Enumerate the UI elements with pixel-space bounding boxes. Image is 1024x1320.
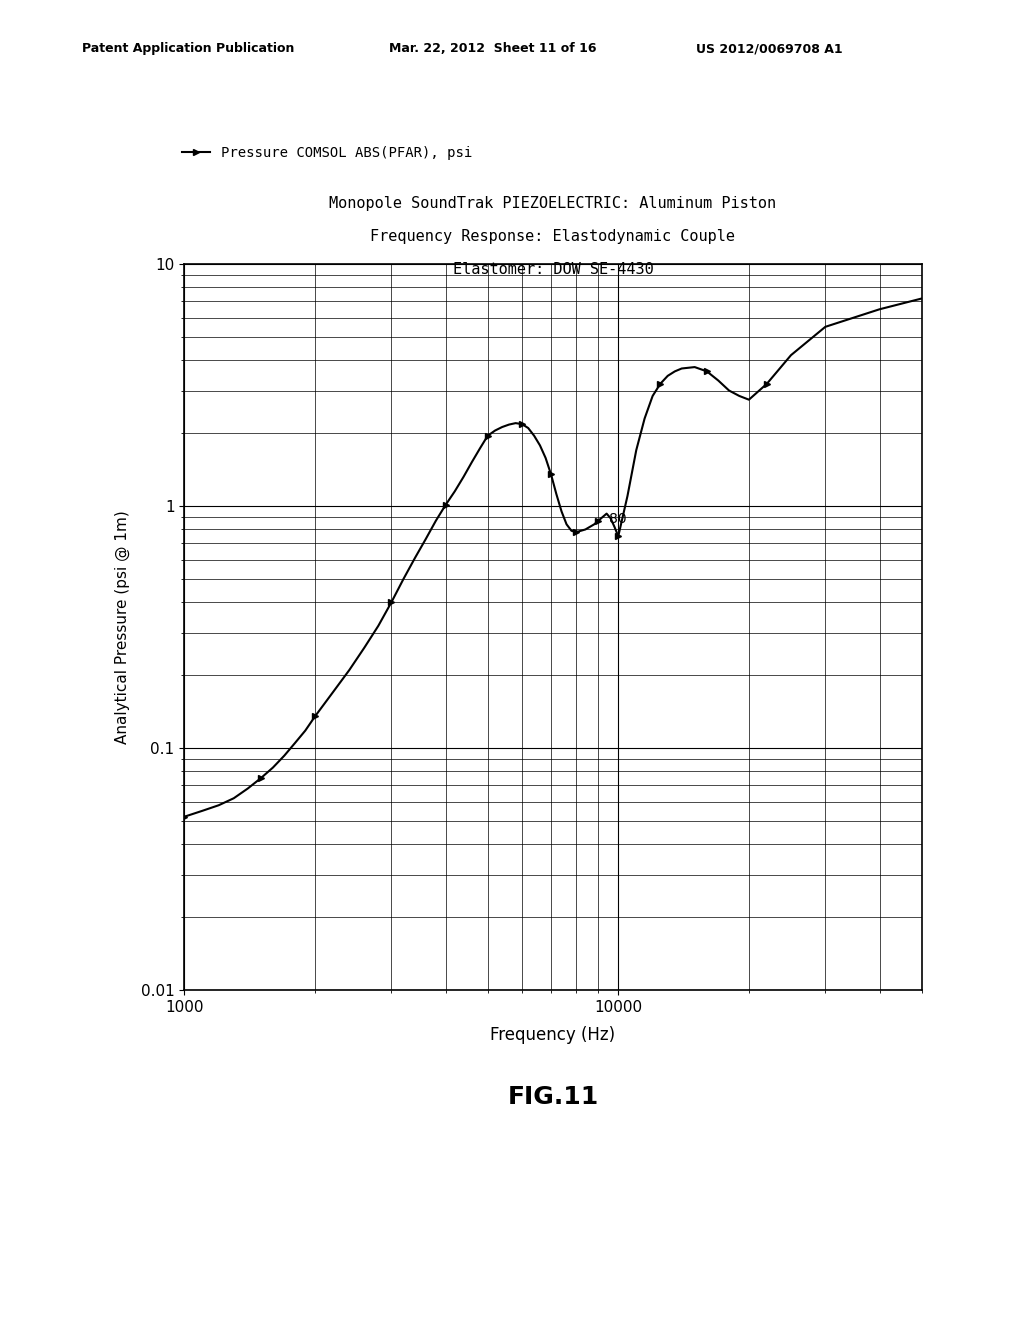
X-axis label: Frequency (Hz): Frequency (Hz) [490,1026,615,1044]
Text: 80: 80 [608,512,627,527]
Text: US 2012/0069708 A1: US 2012/0069708 A1 [696,42,843,55]
Text: Patent Application Publication: Patent Application Publication [82,42,294,55]
Text: Mar. 22, 2012  Sheet 11 of 16: Mar. 22, 2012 Sheet 11 of 16 [389,42,597,55]
Text: Frequency Response: Elastodynamic Couple: Frequency Response: Elastodynamic Couple [371,230,735,244]
Legend: Pressure COMSOL ABS(PFAR), psi: Pressure COMSOL ABS(PFAR), psi [176,140,478,165]
Text: FIG.11: FIG.11 [507,1085,599,1109]
Text: Elastomer: DOW SE-4430: Elastomer: DOW SE-4430 [453,263,653,277]
Text: Monopole SoundTrak PIEZOELECTRIC: Aluminum Piston: Monopole SoundTrak PIEZOELECTRIC: Alumin… [330,197,776,211]
Y-axis label: Analytical Pressure (psi @ 1m): Analytical Pressure (psi @ 1m) [115,510,130,744]
